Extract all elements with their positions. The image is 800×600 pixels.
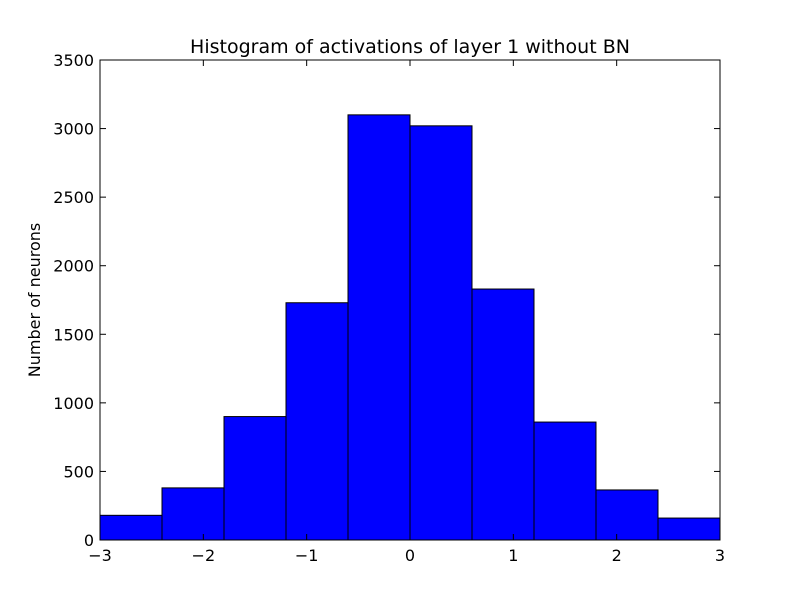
y-tick-labels: 0 500 1000 1500 2000 2500 3000 3500: [53, 51, 94, 550]
histogram-bar: [657, 517, 721, 541]
histogram-bar: [471, 288, 535, 541]
y-tick-label: 2000: [53, 257, 94, 276]
x-tick-label: −2: [192, 546, 216, 565]
histogram-bar: [285, 302, 349, 541]
y-tick-label: 2500: [53, 188, 94, 207]
x-tick-label: 2: [612, 546, 622, 565]
x-tick-label: 3: [715, 546, 725, 565]
histogram-bars: [99, 114, 721, 541]
histogram-bar: [533, 421, 597, 541]
y-tick-label: 500: [63, 462, 94, 481]
y-tick-label: 1000: [53, 394, 94, 413]
y-tick-label: 1500: [53, 325, 94, 344]
y-axis-label: Number of neurons: [25, 223, 44, 377]
histogram-bar: [99, 514, 163, 541]
histogram-bar: [223, 416, 287, 541]
histogram-bar: [409, 125, 473, 541]
y-tick-label: 3000: [53, 120, 94, 139]
y-tick-label: 0: [84, 531, 94, 550]
histogram-bar: [347, 114, 411, 541]
chart-title: Histogram of activations of layer 1 with…: [190, 36, 630, 58]
x-tick-label: 1: [508, 546, 518, 565]
x-tick-label: 0: [405, 546, 415, 565]
histogram-bar: [595, 489, 659, 541]
x-tick-label: −1: [295, 546, 319, 565]
y-tick-label: 3500: [53, 51, 94, 70]
x-tick-labels: −3 −2 −1 0 1 2 3: [88, 546, 725, 565]
histogram-bar: [161, 487, 225, 541]
plot-frame: [99, 59, 721, 541]
x-tick-label: −3: [88, 546, 112, 565]
